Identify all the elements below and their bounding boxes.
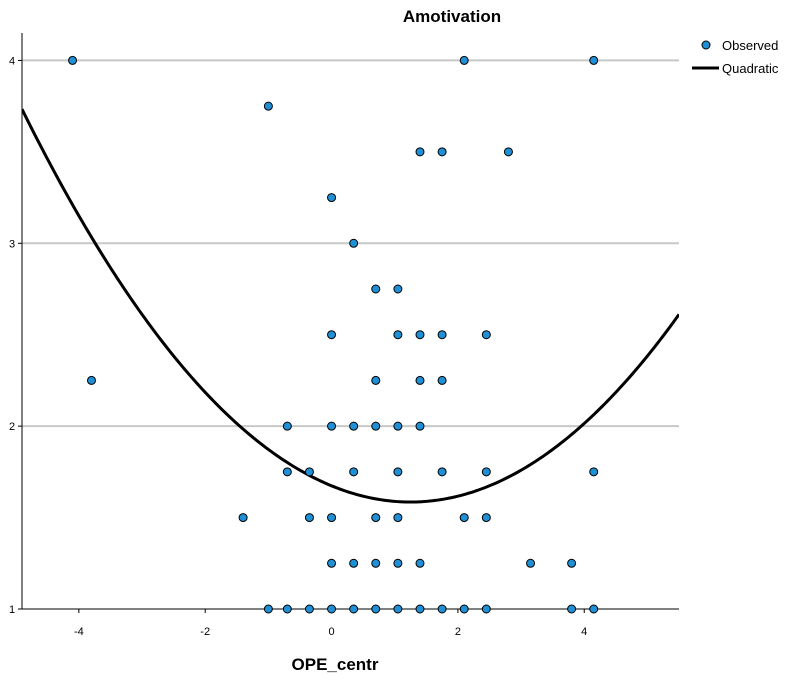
chart-title: Amotivation [403,7,501,26]
observed-point-58 [567,604,577,614]
observed-point-48 [282,604,292,614]
observed-point-53 [393,604,403,614]
observed-point-28 [349,467,359,477]
y-tick-label-0: 1 [9,604,15,616]
x-tick-label-4: 4 [581,626,587,638]
observed-point-39 [481,513,491,523]
observed-point-49 [304,604,314,614]
observed-point-51 [349,604,359,614]
observed-point-59 [589,604,599,614]
observed-point-2 [589,55,599,65]
observed-point-12 [393,330,403,340]
x-tick-label-1: -2 [200,626,210,638]
legend-quadratic-label: Quadratic [722,61,779,76]
observed-point-5 [437,147,447,157]
observed-point-40 [327,558,337,568]
observed-point-57 [481,604,491,614]
y-axis-ticks: 1 2 3 4 [9,55,22,616]
observed-point-38 [459,513,469,523]
observed-point-31 [481,467,491,477]
observed-point-22 [349,421,359,431]
observed-point-37 [393,513,403,523]
observed-point-14 [437,330,447,340]
observed-point-30 [437,467,447,477]
y-tick-label-2: 3 [9,238,15,250]
observed-point-20 [282,421,292,431]
observed-point-32 [589,467,599,477]
observed-point-29 [393,467,403,477]
observed-point-3 [263,101,273,111]
observed-point-10 [393,284,403,294]
observed-point-36 [371,513,381,523]
observed-point-7 [327,193,337,203]
y-tick-label-1: 2 [9,421,15,433]
observed-point-23 [371,421,381,431]
observed-point-15 [481,330,491,340]
observed-point-9 [371,284,381,294]
x-tick-label-0: -4 [74,626,84,638]
observed-point-4 [415,147,425,157]
observed-point-41 [349,558,359,568]
legend-observed-marker [701,40,711,50]
x-tick-label-3: 2 [455,626,461,638]
observed-point-45 [526,558,536,568]
observed-points [68,55,599,614]
observed-point-13 [415,330,425,340]
observed-point-17 [371,375,381,385]
observed-point-35 [327,513,337,523]
observed-point-19 [437,375,447,385]
observed-point-6 [503,147,513,157]
observed-point-0 [68,55,78,65]
y-tick-label-3: 4 [9,55,15,67]
observed-point-11 [327,330,337,340]
observed-point-54 [415,604,425,614]
observed-point-25 [415,421,425,431]
legend: Observed Quadratic [692,38,779,76]
legend-observed-label: Observed [722,38,778,53]
observed-point-33 [238,513,248,523]
quadratic-fit-line [22,108,679,504]
observed-point-52 [371,604,381,614]
observed-point-43 [393,558,403,568]
observed-point-34 [304,513,314,523]
observed-point-24 [393,421,403,431]
observed-point-46 [567,558,577,568]
observed-point-27 [304,467,314,477]
observed-point-55 [437,604,447,614]
observed-point-56 [459,604,469,614]
observed-point-21 [327,421,337,431]
observed-point-8 [349,238,359,248]
x-axis-label: OPE_centr [292,655,379,674]
x-axis-ticks: -4 -2 0 2 4 [74,609,587,638]
observed-point-1 [459,55,469,65]
observed-point-16 [86,375,96,385]
observed-point-47 [263,604,273,614]
observed-point-44 [415,558,425,568]
observed-point-42 [371,558,381,568]
observed-point-26 [282,467,292,477]
x-tick-label-2: 0 [328,626,334,638]
observed-point-50 [327,604,337,614]
observed-point-18 [415,375,425,385]
